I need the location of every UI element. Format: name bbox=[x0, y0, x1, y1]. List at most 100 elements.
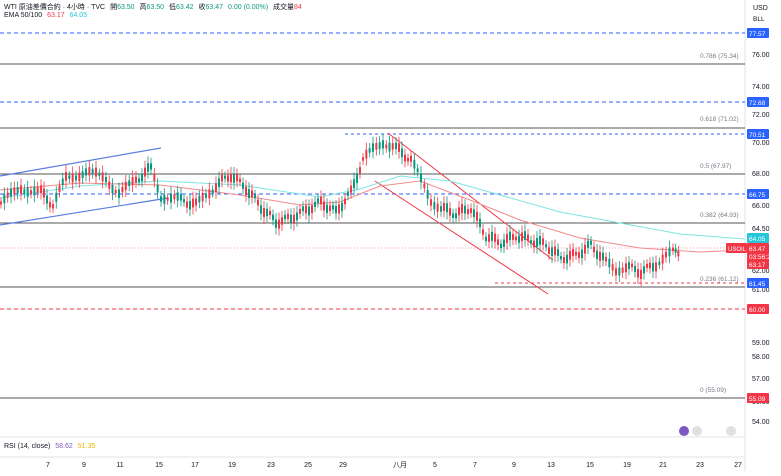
unit-label: BLL bbox=[753, 16, 765, 23]
channel-lower-line bbox=[0, 197, 169, 226]
candle-body bbox=[581, 249, 583, 259]
price-badge-label: 70.51 bbox=[749, 132, 766, 139]
price-badge-label: 66.75 bbox=[749, 192, 766, 199]
candle-body bbox=[163, 195, 166, 204]
candle-body bbox=[554, 246, 556, 256]
price-badge bbox=[747, 278, 769, 288]
candle-body bbox=[275, 219, 277, 228]
rsi-legend[interactable]: RSI (14, close) 58.62 51.35 bbox=[4, 443, 98, 450]
time-axis-label: 27 bbox=[734, 462, 742, 469]
candle-body bbox=[491, 231, 493, 241]
us-flag-icon[interactable] bbox=[726, 426, 736, 436]
candle-body bbox=[317, 198, 319, 203]
time-axis-label: 15 bbox=[155, 462, 163, 469]
candle-body bbox=[20, 185, 22, 194]
candle-body bbox=[584, 244, 586, 254]
candle-body bbox=[479, 219, 481, 228]
candle-body bbox=[323, 201, 325, 211]
candle-body bbox=[30, 190, 32, 194]
candle-body bbox=[144, 167, 146, 177]
candle-body bbox=[332, 205, 334, 210]
candle-body bbox=[461, 204, 463, 214]
candle-body bbox=[655, 262, 657, 272]
candle-body bbox=[385, 144, 388, 149]
candle-body bbox=[131, 176, 134, 186]
fib-label: 0.5 (67.97) bbox=[700, 163, 731, 170]
candle-body bbox=[618, 267, 621, 276]
candle-body bbox=[281, 217, 283, 225]
candle-body bbox=[506, 234, 508, 243]
candle-body bbox=[135, 176, 137, 183]
candle-body bbox=[372, 143, 374, 152]
current-symbol-tag-label: USOIL bbox=[728, 247, 747, 253]
candle-body bbox=[227, 175, 229, 182]
change-value: 0.00 (0.00%) bbox=[228, 4, 269, 11]
candle-body bbox=[615, 268, 617, 276]
candle-body bbox=[101, 172, 104, 182]
candle-body bbox=[661, 254, 664, 264]
fib-label: 0.786 (75.34) bbox=[700, 53, 739, 60]
candle-body bbox=[88, 167, 91, 176]
candle-body bbox=[242, 182, 244, 189]
candle-body bbox=[416, 168, 419, 173]
candle-body bbox=[533, 240, 535, 248]
candle-body bbox=[10, 188, 12, 197]
fib-label: 0 (55.09) bbox=[700, 387, 726, 394]
candle-body bbox=[75, 175, 77, 181]
time-axis-label: 19 bbox=[623, 462, 631, 469]
candle-body bbox=[0, 201, 2, 205]
price-tick-label: 59.00 bbox=[752, 340, 770, 347]
candle-body bbox=[335, 206, 337, 214]
candle-body bbox=[512, 233, 514, 240]
currency-label: USD bbox=[753, 5, 768, 12]
candle-body bbox=[6, 192, 9, 198]
candle-body bbox=[105, 176, 107, 183]
price-tick-label: 68.00 bbox=[752, 171, 770, 178]
candle-body bbox=[320, 196, 322, 205]
candle-body bbox=[166, 197, 169, 201]
price-tick-label: 54.00 bbox=[752, 419, 770, 426]
candle-body bbox=[118, 189, 120, 198]
candle-body bbox=[121, 186, 124, 193]
candle-body bbox=[368, 147, 371, 153]
candle-body bbox=[192, 198, 194, 208]
candle-body bbox=[362, 157, 364, 161]
candle-body bbox=[150, 163, 152, 170]
candle-body bbox=[49, 202, 51, 208]
candle-body bbox=[621, 267, 624, 273]
candle-body bbox=[602, 252, 604, 261]
candle-body bbox=[521, 232, 523, 242]
time-axis-label: 15 bbox=[586, 462, 594, 469]
candle-body bbox=[201, 192, 204, 202]
candle-body bbox=[266, 208, 268, 217]
us-flag-icon[interactable] bbox=[692, 426, 702, 436]
ema-label: EMA 50/100 bbox=[4, 12, 43, 19]
flash-event-icon[interactable] bbox=[679, 426, 689, 436]
candle-body bbox=[111, 184, 114, 194]
candle-body bbox=[608, 258, 611, 268]
candle-body bbox=[539, 236, 541, 245]
ema-legend[interactable]: EMA 50/100 63.17 64.05 bbox=[4, 12, 90, 19]
candle-body bbox=[245, 186, 247, 196]
fib-label: 0.382 (64.93) bbox=[700, 212, 739, 219]
time-axis-label: 29 bbox=[339, 462, 347, 469]
candle-body bbox=[646, 263, 648, 268]
candle-body bbox=[239, 178, 241, 182]
candle-body bbox=[269, 210, 271, 216]
high-value: 63.50 bbox=[146, 4, 165, 11]
close-value: 63.47 bbox=[205, 4, 224, 11]
candle-body bbox=[668, 247, 671, 257]
rsi-value-1: 58.62 bbox=[55, 443, 73, 450]
candle-body bbox=[221, 174, 223, 182]
price-tick-label: 74.00 bbox=[752, 84, 770, 91]
candle-body bbox=[430, 199, 432, 206]
candle-body bbox=[395, 142, 397, 149]
fib-label: 0.618 (71.02) bbox=[700, 116, 739, 123]
candle-body bbox=[65, 172, 67, 181]
candle-body bbox=[257, 199, 259, 206]
candle-body bbox=[674, 248, 677, 253]
candle-body bbox=[13, 187, 16, 195]
rsi-label: RSI (14, close) bbox=[4, 443, 51, 450]
